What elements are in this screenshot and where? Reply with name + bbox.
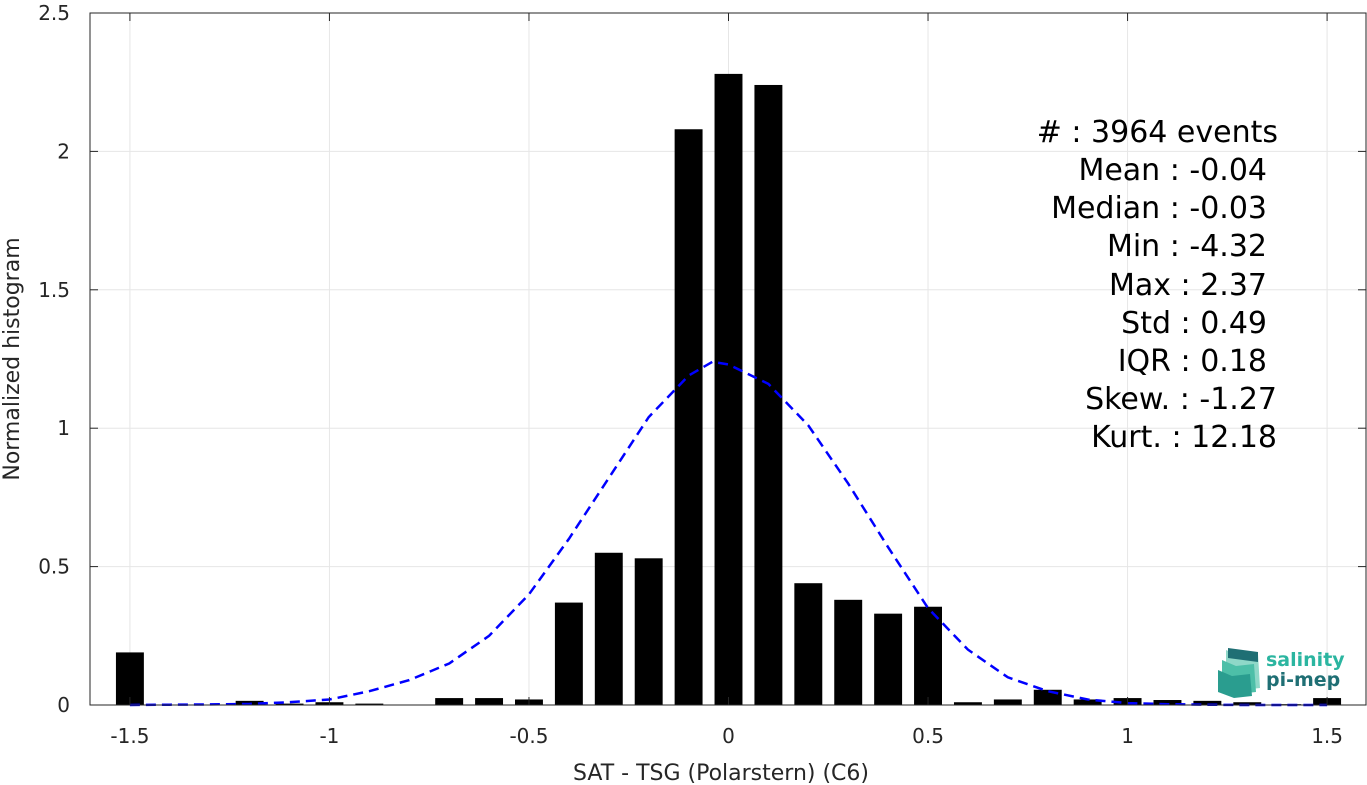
histogram-bar (355, 703, 384, 705)
histogram-bar (554, 602, 583, 705)
x-axis-label: SAT - TSG (Polarstern) (C6) (573, 761, 869, 785)
x-tick-label: -0.5 (509, 724, 548, 748)
histogram-bar (1153, 700, 1182, 705)
logo-line2: pi-mep (1266, 669, 1340, 691)
logo-line1: salinity (1266, 649, 1345, 671)
y-tick-label: 1.5 (38, 278, 70, 302)
y-axis-ticks: 0 0.5 1 1.5 2 2.5 (38, 1, 1366, 717)
stat-max: Max : 2.37 (1109, 268, 1267, 303)
histogram-bar (475, 698, 504, 705)
histogram-bar (993, 699, 1022, 705)
histogram-bar (1073, 699, 1102, 705)
stat-median: Median : -0.03 (1051, 191, 1267, 226)
stat-mean: Mean : -0.04 (1078, 153, 1267, 188)
stat-kurt: Kurt. : 12.18 (1091, 420, 1277, 455)
histogram-bar (115, 652, 144, 705)
stat-count: # : 3964 events (1037, 115, 1278, 150)
x-tick-label: 1.5 (1311, 724, 1343, 748)
x-axis-ticks: -1.5 -1 -0.5 0 0.5 1 1.5 (110, 13, 1343, 748)
histogram-bar (794, 583, 823, 705)
histogram-bar (834, 599, 863, 705)
x-tick-label: 0 (722, 724, 735, 748)
x-tick-label: 0.5 (912, 724, 944, 748)
y-tick-label: 0 (57, 693, 70, 717)
histogram-bar (674, 129, 703, 706)
stat-iqr: IQR : 0.18 (1118, 344, 1267, 379)
logo-mark-icon (1218, 648, 1260, 698)
y-tick-label: 2 (57, 139, 70, 163)
y-tick-label: 2.5 (38, 1, 70, 25)
stat-skew: Skew. : -1.27 (1085, 382, 1277, 417)
histogram-bar (1193, 700, 1222, 705)
stat-min: Min : -4.32 (1107, 229, 1267, 264)
y-tick-label: 1 (57, 416, 70, 440)
y-axis-label: Normalized histogram (0, 237, 25, 480)
statistics-annotation: # : 3964 events Mean : -0.04 Median : -0… (1037, 115, 1278, 455)
bar-series (115, 73, 1342, 706)
salinity-pi-mep-logo: salinity pi-mep (1218, 648, 1345, 698)
x-tick-label: -1 (319, 724, 339, 748)
histogram-bar (953, 702, 982, 705)
histogram-bar (914, 606, 942, 705)
stat-std: Std : 0.49 (1121, 306, 1267, 341)
y-tick-label: 0.5 (38, 555, 70, 579)
histogram-bar (275, 703, 304, 705)
histogram-bar (634, 558, 663, 705)
histogram-bar (874, 613, 903, 705)
histogram-bar (714, 73, 743, 706)
x-tick-label: 1 (1121, 724, 1134, 748)
histogram-bar (435, 698, 464, 705)
histogram-bar (1233, 702, 1262, 705)
histogram-bar (594, 552, 623, 705)
x-tick-label: -1.5 (110, 724, 149, 748)
normal-fit-curve (129, 360, 1328, 707)
